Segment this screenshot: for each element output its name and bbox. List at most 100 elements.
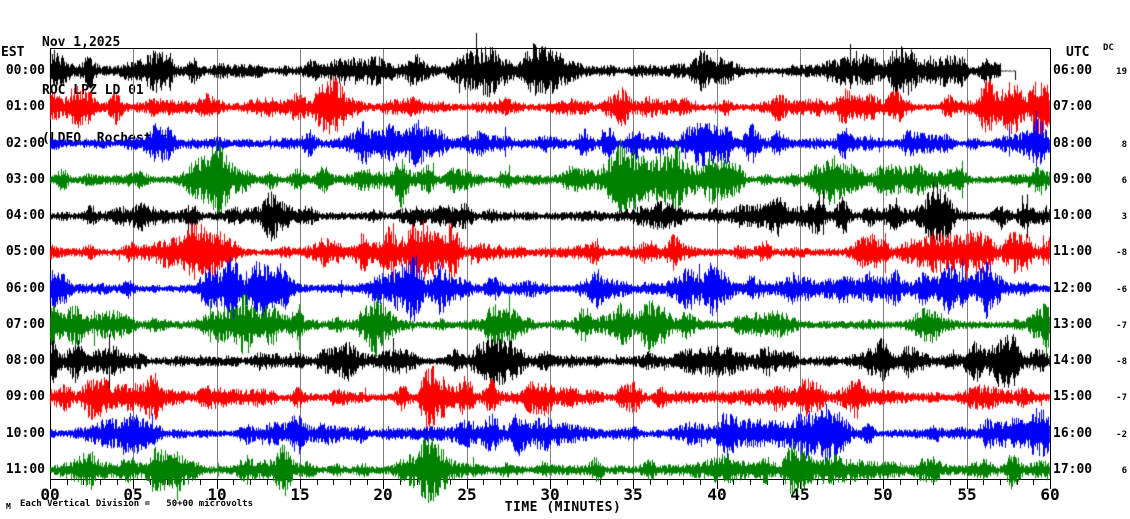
utc-time-label: 16:00 — [1053, 426, 1093, 441]
est-time-label: 04:00 — [5, 208, 45, 223]
five-minute-gridline — [217, 49, 218, 479]
five-minute-gridline — [467, 49, 468, 479]
five-minute-gridline — [383, 49, 384, 479]
x-tick-label: 50 — [873, 485, 893, 504]
est-time-label: 09:00 — [5, 389, 45, 404]
minute-tick — [850, 480, 851, 485]
dc-offset-value: -7 — [1116, 393, 1127, 403]
minute-tick — [1017, 480, 1018, 485]
est-time-label: 01:00 — [5, 99, 45, 114]
minute-tick — [450, 480, 451, 485]
est-time-label: 11:00 — [5, 462, 45, 477]
utc-time-label: 06:00 — [1053, 63, 1093, 78]
minute-tick — [617, 480, 618, 485]
dc-offset-value: -8 — [1116, 357, 1127, 367]
x-tick-label: 60 — [1040, 485, 1060, 504]
minute-tick — [333, 480, 334, 485]
minute-tick — [733, 480, 734, 485]
dc-offset-value: 6 — [1121, 466, 1127, 476]
minute-tick — [917, 480, 918, 485]
five-minute-gridline — [550, 49, 551, 479]
x-tick-label: 15 — [290, 485, 310, 504]
minute-tick — [1000, 480, 1001, 485]
dc-offset-value: 8 — [1121, 140, 1127, 150]
dc-offset-value: -6 — [1116, 285, 1127, 295]
dc-offset-value: 6 — [1121, 176, 1127, 186]
minute-tick — [983, 480, 984, 485]
minute-tick — [517, 480, 518, 485]
minute-tick — [267, 480, 268, 485]
minute-tick — [667, 480, 668, 485]
five-minute-gridline — [800, 49, 801, 479]
minute-tick — [67, 480, 68, 485]
utc-time-label: 15:00 — [1053, 389, 1093, 404]
dc-offset-value: 3 — [1121, 212, 1127, 222]
dc-offset-value: -7 — [1116, 321, 1127, 331]
minute-tick — [250, 480, 251, 485]
minute-tick — [683, 480, 684, 485]
left-axis-header: EST — [1, 45, 25, 60]
scale-note: Each Vertical Division = 50+00 microvolt… — [20, 499, 253, 509]
minute-tick — [767, 480, 768, 485]
utc-time-label: 09:00 — [1053, 172, 1093, 187]
utc-time-label: 07:00 — [1053, 99, 1093, 114]
minute-tick — [833, 480, 834, 485]
est-time-label: 07:00 — [5, 317, 45, 332]
utc-time-label: 10:00 — [1053, 208, 1093, 223]
minute-tick — [867, 480, 868, 485]
x-tick-label: 45 — [790, 485, 810, 504]
minute-tick — [100, 480, 101, 485]
minute-tick — [483, 480, 484, 485]
minute-tick — [500, 480, 501, 485]
minute-tick — [700, 480, 701, 485]
est-time-label: 08:00 — [5, 353, 45, 368]
minute-tick — [317, 480, 318, 485]
minute-tick — [583, 480, 584, 485]
est-time-label: 10:00 — [5, 426, 45, 441]
minute-tick — [417, 480, 418, 485]
minute-tick — [117, 480, 118, 485]
dc-offset-header: DC — [1103, 43, 1114, 53]
utc-time-label: 11:00 — [1053, 244, 1093, 259]
minute-tick — [200, 480, 201, 485]
utc-time-label: 13:00 — [1053, 317, 1093, 332]
utc-time-label: 17:00 — [1053, 462, 1093, 477]
x-axis-title: TIME (MINUTES) — [504, 500, 622, 515]
scale-marker: M — [6, 502, 11, 511]
dc-offset-value: -8 — [1116, 248, 1127, 258]
est-time-label: 02:00 — [5, 136, 45, 151]
dc-offset-value: 19 — [1116, 67, 1127, 77]
minute-tick — [283, 480, 284, 485]
minute-tick — [750, 480, 751, 485]
minute-tick — [650, 480, 651, 485]
x-tick-label: 55 — [957, 485, 977, 504]
utc-time-label: 12:00 — [1053, 281, 1093, 296]
minute-tick — [950, 480, 951, 485]
est-time-label: 00:00 — [5, 63, 45, 78]
est-time-label: 05:00 — [5, 244, 45, 259]
minute-tick — [183, 480, 184, 485]
right-axis-header: UTC — [1066, 45, 1090, 60]
minute-tick — [900, 480, 901, 485]
dc-offset-value: -2 — [1116, 430, 1127, 440]
est-time-label: 06:00 — [5, 281, 45, 296]
five-minute-gridline — [717, 49, 718, 479]
five-minute-gridline — [967, 49, 968, 479]
five-minute-gridline — [883, 49, 884, 479]
minute-tick — [783, 480, 784, 485]
minute-tick — [533, 480, 534, 485]
minute-tick — [400, 480, 401, 485]
minute-tick — [167, 480, 168, 485]
five-minute-gridline — [133, 49, 134, 479]
minute-tick — [1033, 480, 1034, 485]
five-minute-gridline — [300, 49, 301, 479]
minute-tick — [233, 480, 234, 485]
minute-tick — [350, 480, 351, 485]
five-minute-gridline — [633, 49, 634, 479]
minute-tick — [367, 480, 368, 485]
minute-tick — [600, 480, 601, 485]
minute-tick — [817, 480, 818, 485]
minute-tick — [433, 480, 434, 485]
minute-tick — [83, 480, 84, 485]
